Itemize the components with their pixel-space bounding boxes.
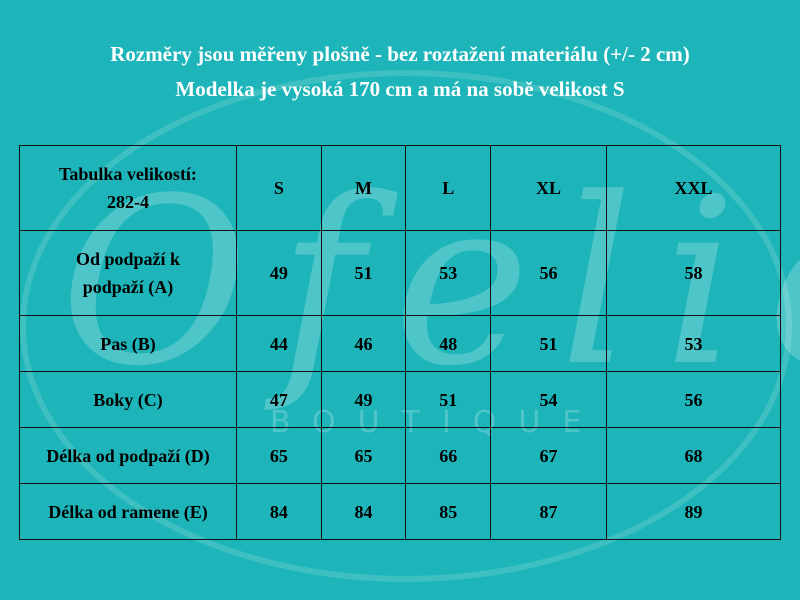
cell-value: 47 (236, 371, 322, 428)
cell-value: 53 (405, 230, 492, 316)
cell-value: 46 (320, 315, 407, 372)
cell-value: 49 (236, 230, 322, 316)
cell-value: 66 (405, 427, 492, 484)
row-label: Délka od ramene (E) (19, 483, 237, 540)
cell-value: 85 (405, 483, 492, 540)
cell-value: 58 (606, 230, 781, 316)
heading-line-2: Modelka je vysoká 170 cm a má na sobě ve… (175, 77, 625, 101)
cell-value: 49 (320, 371, 407, 428)
table-row: Délka od podpaží (D) 65 65 66 67 68 (19, 427, 781, 484)
size-header: XXL (606, 145, 781, 231)
size-header: M (320, 145, 407, 231)
table-corner: Tabulka velikostí: 282-4 (19, 145, 237, 231)
table-row: Od podpaží k podpaží (A) 49 51 53 56 58 (19, 230, 781, 316)
cell-value: 48 (405, 315, 492, 372)
cell-value: 54 (490, 371, 608, 428)
cell-value: 56 (490, 230, 608, 316)
row-label: Pas (B) (19, 315, 237, 372)
row-label: Od podpaží k podpaží (A) (19, 230, 237, 316)
size-header: L (405, 145, 492, 231)
cell-value: 44 (236, 315, 322, 372)
row-label-line: podpaží (A) (82, 277, 174, 297)
table-row: Boky (C) 47 49 51 54 56 (19, 371, 781, 428)
heading-line-1: Rozměry jsou měřeny plošně - bez roztaže… (110, 42, 690, 66)
header-row: Tabulka velikostí: 282-4 S M L XL XXL (19, 145, 781, 231)
cell-value: 65 (320, 427, 407, 484)
cell-value: 87 (490, 483, 608, 540)
cell-value: 84 (320, 483, 407, 540)
cell-value: 68 (606, 427, 781, 484)
size-header: XL (490, 145, 608, 231)
cell-value: 51 (320, 230, 407, 316)
cell-value: 84 (236, 483, 322, 540)
row-label: Délka od podpaží (D) (19, 427, 237, 484)
cell-value: 67 (490, 427, 608, 484)
table-row: Pas (B) 44 46 48 51 53 (19, 315, 781, 372)
cell-value: 65 (236, 427, 322, 484)
corner-title: Tabulka velikostí: (59, 164, 197, 184)
cell-value: 51 (405, 371, 492, 428)
size-header: S (236, 145, 322, 231)
table-row: Délka od ramene (E) 84 84 85 87 89 (19, 483, 781, 540)
row-label-line: Od podpaží k (75, 249, 181, 269)
size-table: Tabulka velikostí: 282-4 S M L XL XXL Od … (19, 145, 781, 540)
cell-value: 89 (606, 483, 781, 540)
cell-value: 53 (606, 315, 781, 372)
product-code: 282-4 (107, 192, 149, 212)
row-label: Boky (C) (19, 371, 237, 428)
cell-value: 51 (490, 315, 608, 372)
cell-value: 56 (606, 371, 781, 428)
